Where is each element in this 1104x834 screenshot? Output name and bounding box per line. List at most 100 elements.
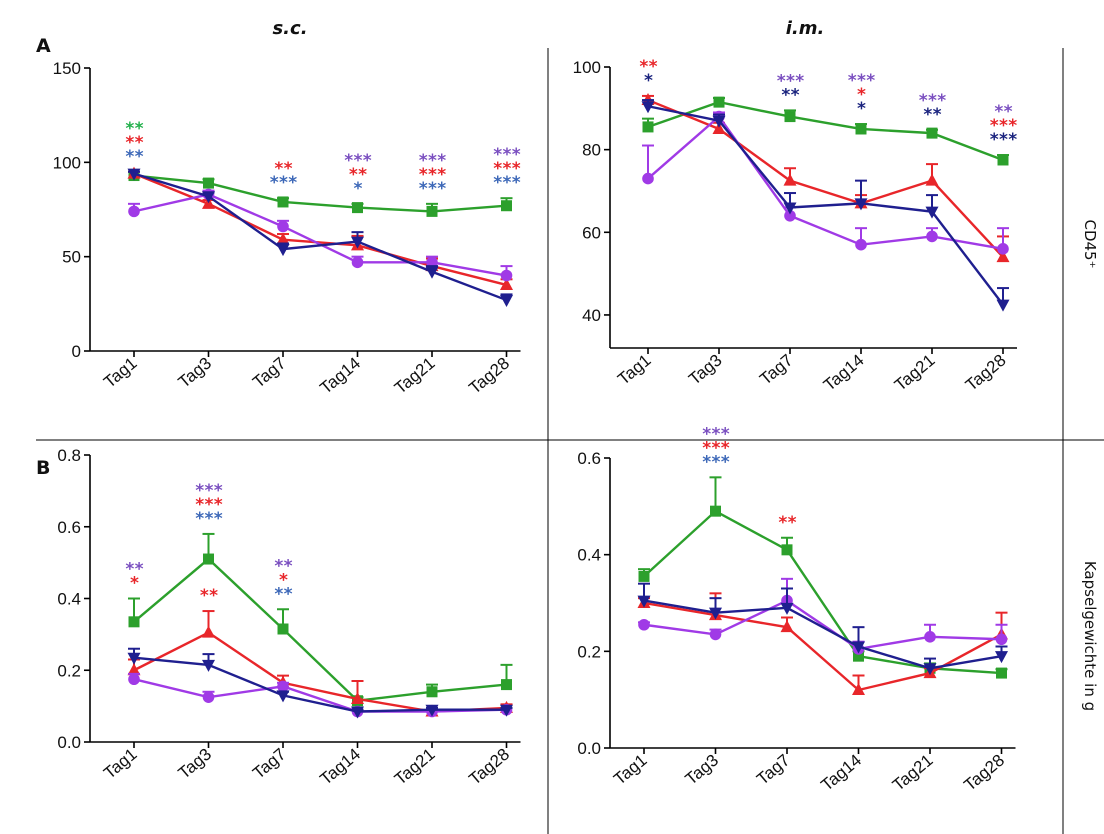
marker-triangle-down — [712, 115, 726, 128]
significance-stars: * — [856, 99, 866, 119]
marker-circle — [277, 680, 289, 693]
row-letter-b: B — [36, 457, 50, 479]
marker-triangle-down — [852, 641, 865, 654]
marker-square — [781, 544, 793, 556]
y-tick-label: 0 — [72, 342, 81, 361]
x-tick-label: Tag28 — [465, 745, 513, 789]
series-line — [643, 509, 1002, 675]
marker-square — [501, 200, 512, 212]
marker-triangle-down — [500, 704, 513, 717]
significance-stars: *** — [195, 509, 223, 529]
marker-triangle-down — [202, 659, 215, 672]
marker-square — [996, 667, 1007, 679]
significance-stars: ** — [923, 105, 942, 125]
significance-stars: *** — [702, 424, 730, 444]
significance-stars: *** — [702, 438, 730, 458]
series-green — [638, 476, 1008, 679]
marker-triangle-down — [854, 198, 868, 211]
x-tick-label: Tag28 — [465, 354, 513, 398]
marker-square — [352, 202, 363, 214]
marker-triangle-down — [127, 652, 141, 665]
significance-stars: ** — [125, 133, 144, 153]
series-navy — [641, 99, 1010, 312]
marker-square — [277, 196, 289, 208]
marker-triangle-down — [783, 202, 797, 215]
significance-stars: *** — [344, 151, 372, 171]
series-line — [643, 599, 1002, 651]
marker-triangle-down — [780, 602, 794, 615]
marker-square — [203, 177, 214, 189]
x-tick-label: Tag21 — [891, 351, 939, 395]
x-tick-label: Tag1 — [610, 751, 650, 789]
x-tick-label: Tag7 — [753, 751, 793, 789]
marker-square — [784, 111, 796, 123]
x-tick-label: Tag3 — [682, 751, 722, 789]
marker-triangle-down — [351, 706, 364, 719]
series-navy — [127, 647, 513, 719]
series-navy — [637, 582, 1008, 676]
y-tick-label: 80 — [582, 141, 601, 160]
marker-triangle-down — [351, 236, 364, 249]
marker-square — [426, 205, 438, 217]
significance-stars: *** — [989, 116, 1017, 136]
significance-stars: * — [278, 570, 288, 590]
significance-stars: *** — [493, 145, 521, 165]
significance-stars: ** — [125, 147, 144, 167]
marker-square — [642, 121, 654, 133]
row-letter-a: A — [36, 35, 51, 57]
y-tick-label: 100 — [573, 58, 601, 77]
significance-stars: *** — [493, 159, 521, 179]
marker-square — [710, 505, 721, 517]
marker-triangle-down — [995, 651, 1008, 664]
x-tick-label: Tag28 — [962, 351, 1010, 395]
significance-stars: * — [353, 179, 363, 199]
series-red — [127, 166, 513, 290]
marker-square — [853, 650, 864, 662]
significance-stars: ** — [125, 560, 144, 580]
row-label-kapselgewichte: Kapselgewichte in g — [1081, 561, 1099, 711]
chart-b-im: 0.0 0.2 0.4 0.6 Tag1 Tag3 Tag7 Tag14 Tag21 Tag28 *… — [577, 424, 1016, 795]
y-tick-label: 0.4 — [57, 590, 81, 609]
panel-separators — [36, 48, 1104, 834]
significance-stars: *** — [493, 173, 521, 193]
x-tick-label: Tag14 — [820, 351, 868, 395]
y-tick-label: 0.8 — [57, 446, 81, 465]
marker-circle — [500, 269, 513, 282]
marker-triangle-up — [925, 173, 939, 186]
x-tick-label: Tag1 — [100, 745, 140, 783]
marker-circle — [995, 633, 1008, 646]
marker-triangle-up — [500, 277, 513, 290]
column-title-sc: s.c. — [272, 18, 307, 39]
series-line — [643, 601, 1003, 692]
marker-circle — [128, 205, 140, 218]
y-tick-label: 60 — [582, 223, 601, 242]
marker-triangle-up — [202, 625, 215, 638]
marker-circle — [709, 628, 722, 641]
significance-stars: ** — [274, 584, 293, 604]
marker-square — [855, 123, 867, 135]
significance-stars: *** — [418, 179, 446, 199]
marker-circle — [351, 256, 364, 269]
series-purple — [128, 188, 513, 282]
marker-triangle-down — [641, 101, 655, 114]
marker-triangle-down — [637, 595, 651, 608]
marker-triangle-up — [351, 691, 364, 704]
marker-triangle-down — [996, 299, 1010, 312]
significance-stars: *** — [195, 481, 223, 501]
x-tick-label: Tag1 — [100, 354, 140, 392]
significance-stars: *** — [702, 452, 730, 472]
significance-stars: * — [643, 71, 653, 91]
x-tick-label: Tag7 — [756, 351, 796, 389]
marker-triangle-up — [127, 663, 141, 676]
y-tick-label: 0.2 — [57, 661, 81, 680]
series-line — [647, 114, 1004, 251]
y-tick-label: 0.0 — [577, 739, 601, 758]
significance-stars: ** — [778, 513, 797, 533]
marker-triangle-down — [925, 206, 939, 219]
column-title-im: i.m. — [786, 18, 825, 39]
series-line — [647, 100, 1004, 162]
marker-circle — [926, 230, 938, 243]
series-line — [133, 174, 507, 213]
